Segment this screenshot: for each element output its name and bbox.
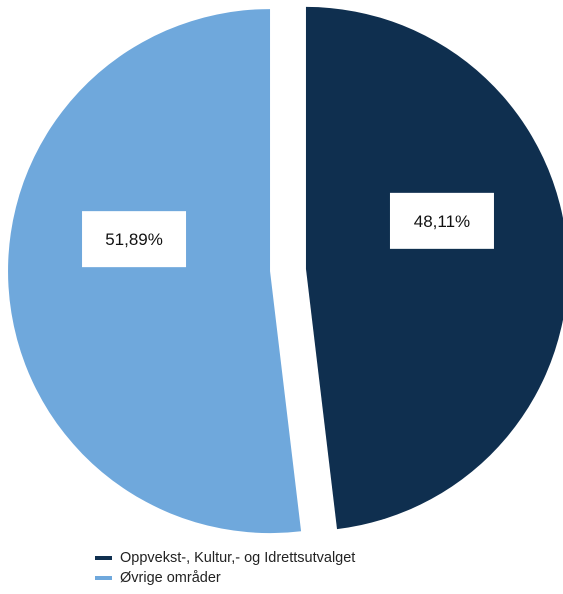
pie-slice-0 — [305, 6, 563, 530]
legend: Oppvekst-, Kultur,- og Idrettsutvalget Ø… — [95, 548, 355, 588]
legend-swatch-1 — [95, 576, 112, 580]
pie-slice-1 — [8, 9, 302, 534]
legend-label-0: Oppvekst-, Kultur,- og Idrettsutvalget — [120, 550, 356, 566]
legend-item-0: Oppvekst-, Kultur,- og Idrettsutvalget — [95, 548, 355, 568]
data-label-0: 48,11% — [389, 192, 494, 249]
legend-swatch-0 — [95, 556, 112, 560]
legend-label-1: Øvrige områder — [120, 570, 221, 586]
data-label-box-1 — [82, 211, 187, 268]
data-label-text-0: 48,11% — [414, 212, 470, 231]
data-label-box-0 — [389, 192, 494, 249]
data-label-text-1: 51,89% — [105, 230, 163, 249]
legend-item-1: Øvrige områder — [95, 568, 355, 588]
data-label-1: 51,89% — [82, 211, 187, 268]
